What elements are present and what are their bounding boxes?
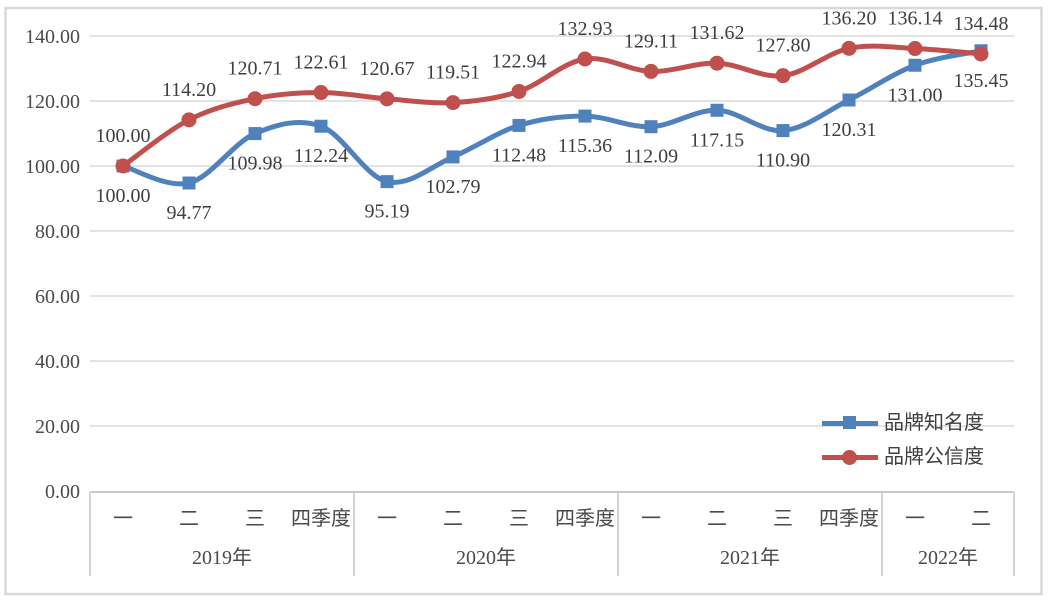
data-point-brand-awareness-6 bbox=[512, 118, 526, 132]
x-axis-quarter-label: 二 bbox=[707, 508, 727, 530]
data-label-brand-credibility-13: 134.48 bbox=[954, 13, 1009, 35]
legend-item-brand-awareness: 品牌知名度 bbox=[822, 406, 984, 440]
y-axis-label-40: 40.00 bbox=[35, 351, 80, 373]
legend-item-brand-credibility: 品牌公信度 bbox=[822, 440, 984, 474]
data-label-brand-credibility-8: 129.11 bbox=[624, 30, 678, 52]
data-label-brand-awareness-1: 94.77 bbox=[167, 202, 212, 224]
data-point-brand-awareness-2 bbox=[248, 127, 262, 141]
data-label-brand-awareness-10: 110.90 bbox=[756, 150, 810, 172]
data-label-brand-awareness-5: 102.79 bbox=[426, 176, 481, 198]
data-label-brand-awareness-7: 115.36 bbox=[558, 135, 612, 157]
data-point-brand-credibility-8 bbox=[643, 63, 659, 79]
data-label-brand-credibility-1: 114.20 bbox=[162, 79, 216, 101]
data-point-brand-credibility-4 bbox=[379, 91, 395, 107]
chart-border bbox=[4, 6, 1043, 596]
data-label-brand-awareness-4: 95.19 bbox=[365, 201, 410, 223]
data-point-brand-credibility-2 bbox=[247, 91, 263, 107]
data-label-brand-credibility-11: 136.20 bbox=[822, 7, 877, 29]
data-point-brand-awareness-4 bbox=[380, 175, 394, 189]
data-point-brand-awareness-5 bbox=[446, 150, 460, 164]
data-label-brand-awareness-13: 135.45 bbox=[954, 70, 1009, 92]
circle-marker-icon bbox=[842, 449, 857, 465]
data-label-brand-credibility-3: 122.61 bbox=[294, 52, 349, 74]
data-label-brand-awareness-9: 117.15 bbox=[690, 129, 744, 151]
data-label-brand-credibility-6: 122.94 bbox=[492, 50, 547, 72]
legend-line-marker-circle bbox=[822, 449, 878, 465]
data-point-brand-credibility-1 bbox=[181, 112, 197, 128]
x-axis-quarter-label: 四季度 bbox=[291, 507, 351, 530]
x-axis-quarter-label: 一 bbox=[113, 508, 133, 530]
data-point-brand-credibility-0 bbox=[115, 158, 131, 174]
x-axis-quarter-label: 二 bbox=[179, 508, 199, 530]
x-axis-quarter-label: 四季度 bbox=[819, 507, 879, 530]
data-point-brand-awareness-12 bbox=[908, 58, 922, 72]
data-point-brand-credibility-9 bbox=[709, 55, 725, 71]
x-axis-quarter-label: 一 bbox=[377, 508, 397, 530]
legend: 品牌知名度 品牌公信度 bbox=[822, 406, 984, 474]
data-label-brand-awareness-6: 112.48 bbox=[492, 144, 546, 166]
data-label-brand-credibility-7: 132.93 bbox=[558, 18, 613, 40]
data-label-brand-credibility-2: 120.71 bbox=[228, 58, 283, 80]
data-point-brand-credibility-12 bbox=[907, 41, 923, 57]
data-point-brand-credibility-11 bbox=[841, 40, 857, 56]
data-point-brand-awareness-8 bbox=[644, 120, 658, 134]
y-axis-label-80: 80.00 bbox=[35, 221, 80, 243]
x-axis-quarter-label: 一 bbox=[905, 508, 925, 530]
data-point-brand-credibility-5 bbox=[445, 95, 461, 111]
data-point-brand-awareness-7 bbox=[578, 109, 592, 123]
data-point-brand-awareness-3 bbox=[314, 119, 328, 133]
data-label-brand-awareness-0: 100.00 bbox=[96, 185, 151, 207]
data-point-brand-awareness-1 bbox=[182, 176, 196, 190]
x-axis-year-label-2020: 2020年 bbox=[456, 546, 516, 569]
data-label-brand-credibility-12: 136.14 bbox=[888, 8, 943, 30]
x-axis-year-label-2022: 2022年 bbox=[918, 546, 978, 569]
data-point-brand-credibility-7 bbox=[577, 51, 593, 67]
data-point-brand-credibility-3 bbox=[313, 85, 329, 101]
x-axis-quarter-label: 三 bbox=[773, 508, 793, 530]
data-label-brand-credibility-10: 127.80 bbox=[756, 35, 811, 57]
x-axis-quarter-label: 四季度 bbox=[555, 507, 615, 530]
y-axis-label-100: 100.00 bbox=[25, 156, 80, 178]
y-axis-label-140: 140.00 bbox=[25, 26, 80, 48]
data-label-brand-awareness-12: 131.00 bbox=[888, 84, 943, 106]
data-label-brand-credibility-4: 120.67 bbox=[360, 58, 415, 80]
legend-label-brand-awareness: 品牌知名度 bbox=[884, 412, 984, 434]
x-axis-quarter-label: 三 bbox=[245, 508, 265, 530]
y-axis-label-0: 0.00 bbox=[45, 481, 80, 503]
data-point-brand-credibility-6 bbox=[511, 83, 527, 99]
x-axis-quarter-label: 一 bbox=[641, 508, 661, 530]
data-label-brand-credibility-5: 119.51 bbox=[426, 62, 480, 84]
data-label-brand-awareness-11: 120.31 bbox=[822, 119, 877, 141]
x-axis-year-label-2021: 2021年 bbox=[720, 546, 780, 569]
data-label-brand-awareness-8: 112.09 bbox=[624, 146, 678, 168]
data-label-brand-credibility-9: 131.62 bbox=[690, 22, 745, 44]
x-axis-quarter-label: 二 bbox=[971, 508, 991, 530]
x-axis-quarter-label: 三 bbox=[509, 508, 529, 530]
y-axis-label-20: 20.00 bbox=[35, 416, 80, 438]
data-point-brand-awareness-11 bbox=[842, 93, 856, 107]
data-label-brand-awareness-2: 109.98 bbox=[228, 153, 283, 175]
legend-line-marker-square bbox=[822, 416, 878, 429]
data-label-brand-awareness-3: 112.24 bbox=[294, 145, 348, 167]
data-point-brand-awareness-9 bbox=[710, 103, 724, 117]
x-axis-year-label-2019: 2019年 bbox=[192, 546, 252, 569]
data-point-brand-credibility-10 bbox=[775, 68, 791, 84]
square-marker-icon bbox=[843, 416, 856, 429]
data-label-brand-credibility-0: 100.00 bbox=[96, 125, 151, 147]
data-point-brand-awareness-10 bbox=[776, 124, 790, 138]
legend-label-brand-credibility: 品牌公信度 bbox=[884, 446, 984, 468]
data-point-brand-credibility-13 bbox=[973, 46, 989, 62]
x-axis-quarter-label: 二 bbox=[443, 508, 463, 530]
y-axis-label-60: 60.00 bbox=[35, 286, 80, 308]
y-axis-label-120: 120.00 bbox=[25, 91, 80, 113]
